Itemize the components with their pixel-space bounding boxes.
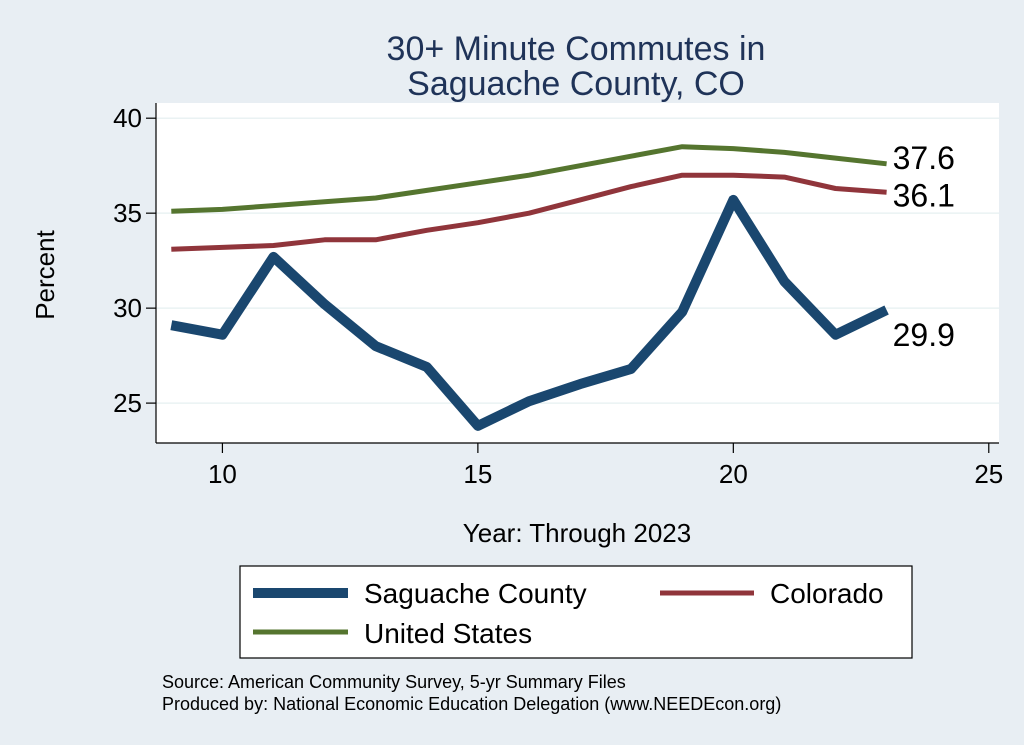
y-tick-label-25: 25 [113,388,142,418]
series-line-colorado [171,172,887,252]
x-tick-label-10: 10 [208,459,237,489]
series-line-united-states [171,144,887,214]
y-tick-label-30: 30 [113,293,142,323]
chart-title-line-1: 30+ Minute Commutes in [387,30,766,68]
x-axis-title: Year: Through 2023 [463,518,691,548]
y-tick-label-35: 35 [113,198,142,228]
plot-area [156,103,999,443]
source-note: Source: American Community Survey, 5-yr … [162,672,626,692]
x-axis-ticks: 10 15 20 25 [208,443,1003,489]
y-axis-ticks: 25 30 35 40 [113,103,156,418]
end-labels: 29.9 36.137.6 [893,140,955,353]
legend-label-saguache-county: Saguache County [364,578,587,609]
legend-box [239,565,913,659]
gridlines [156,117,999,404]
legend: Saguache County Colorado United States [239,565,913,659]
y-tick-label-40: 40 [113,103,142,133]
end-label-colorado: 36.1 [893,177,955,213]
chart-title-line-2: Saguache County, CO [407,65,745,103]
series-lines [170,144,889,431]
x-tick-label-25: 25 [974,459,1003,489]
end-label-united-states: 37.6 [893,140,955,176]
x-tick-label-20: 20 [719,459,748,489]
legend-label-united-states: United States [364,618,532,649]
x-tick-label-15: 15 [463,459,492,489]
end-label-saguache-county: 29.9 [893,317,955,353]
y-axis-title: Percent [30,229,60,319]
producer-note: Produced by: National Economic Education… [162,694,781,714]
legend-label-colorado: Colorado [770,578,884,609]
series-line-saguache-county [170,194,889,431]
